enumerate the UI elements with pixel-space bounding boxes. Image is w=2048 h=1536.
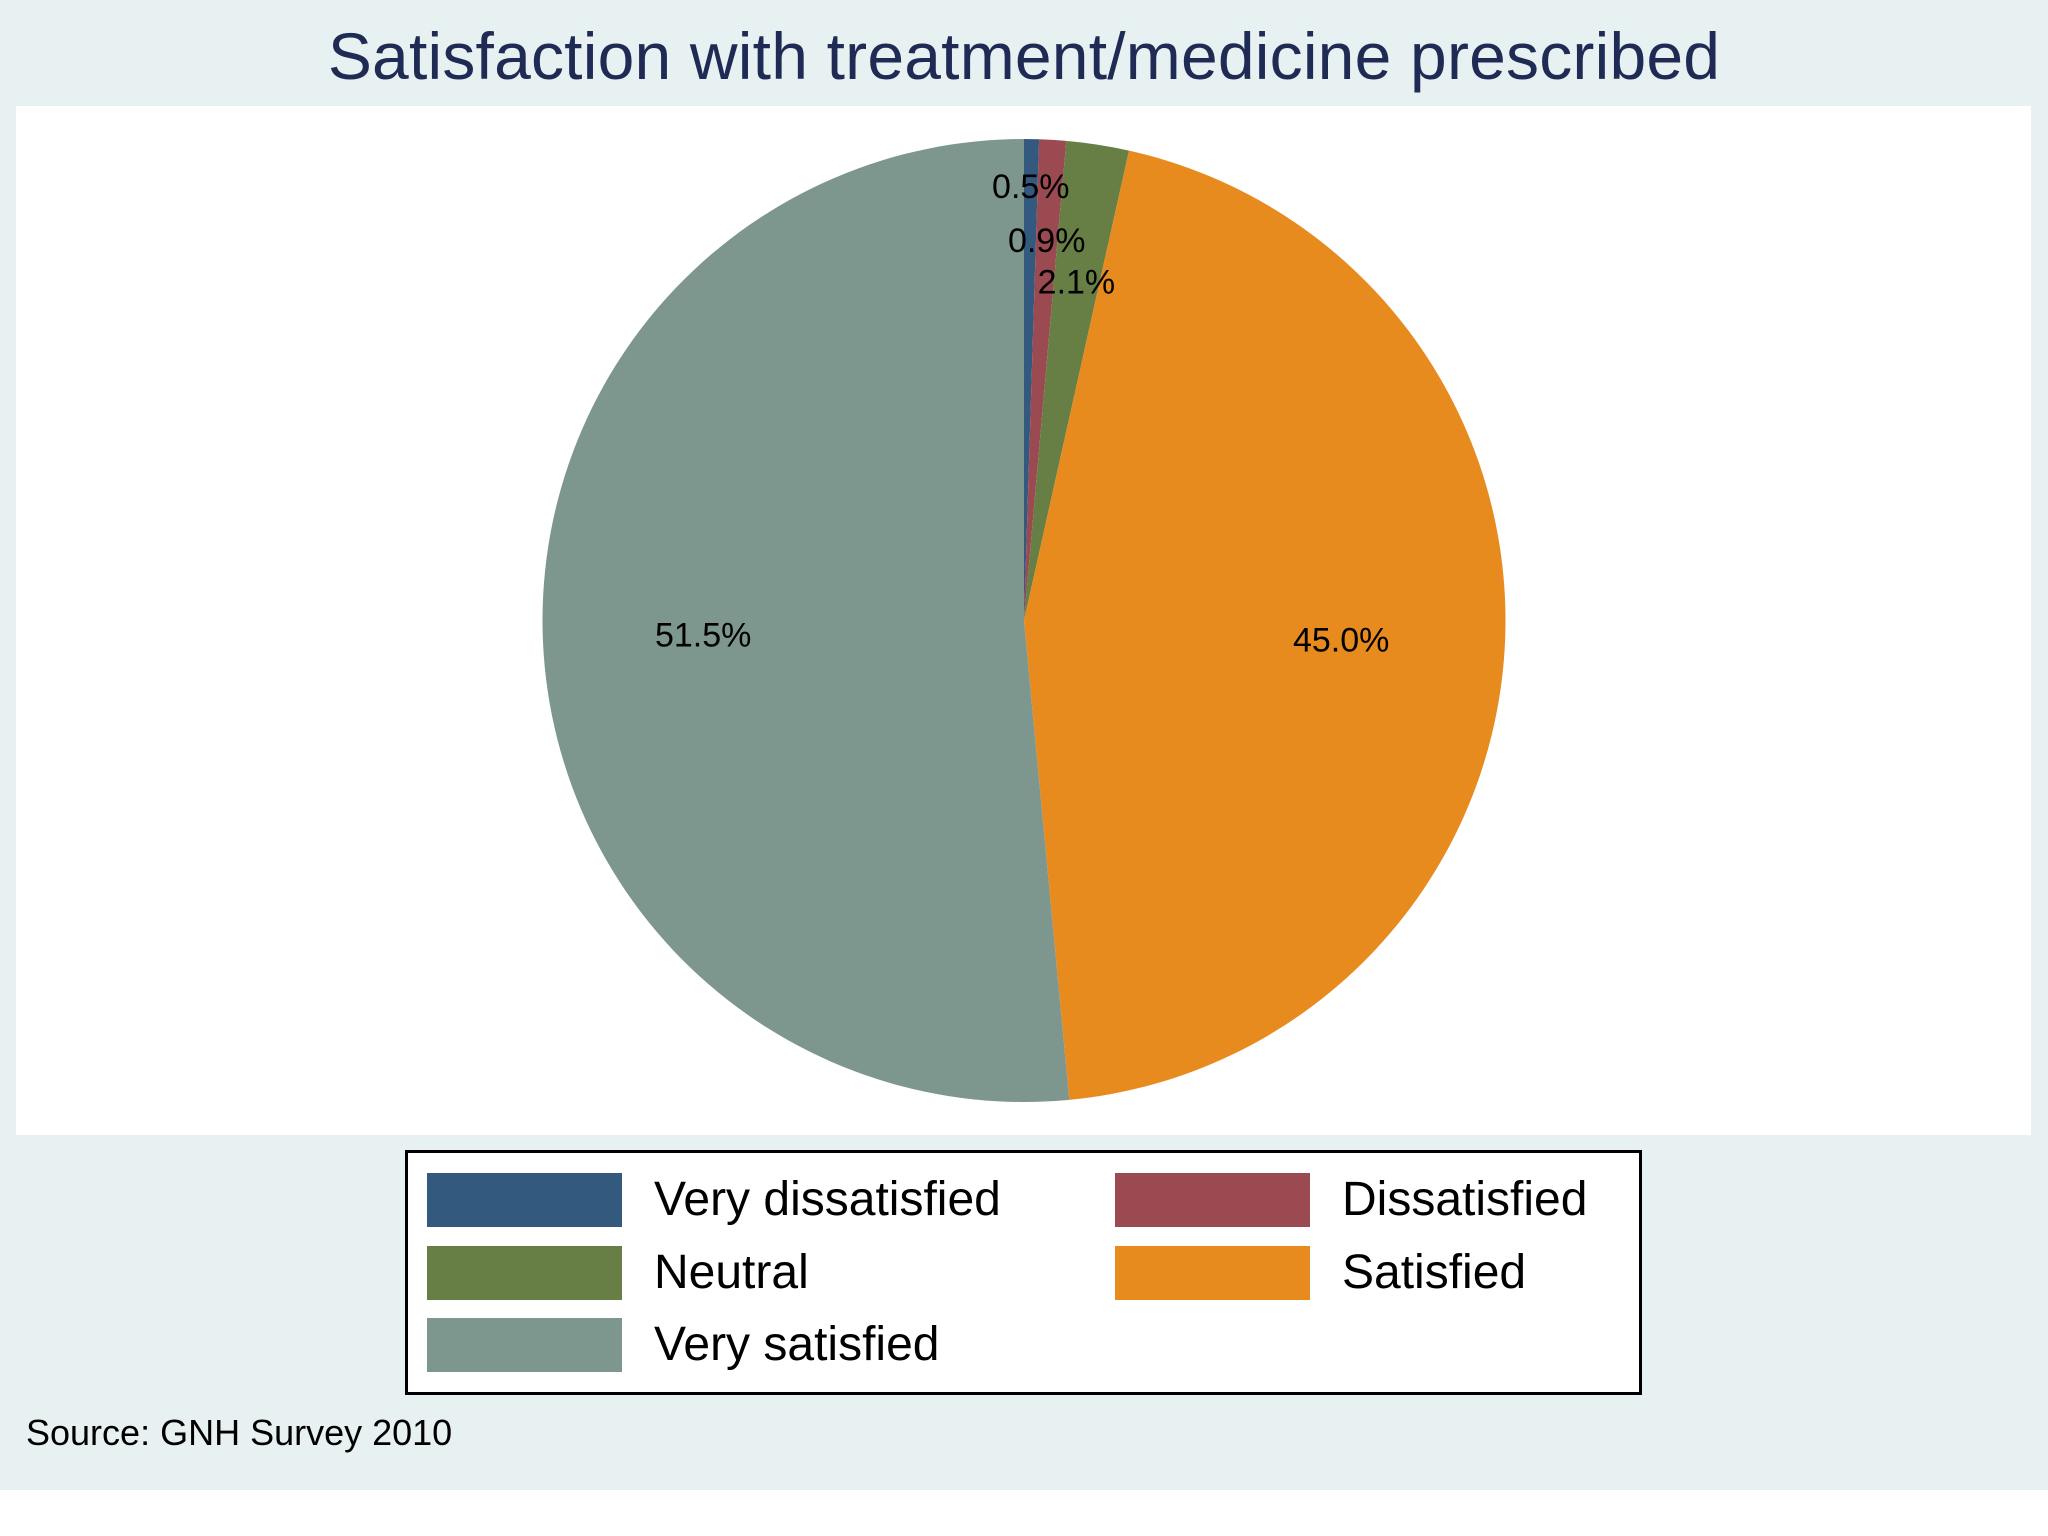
pie-slice-neutral [1024, 140, 1130, 621]
legend-item-very-dissatisfied: Very dissatisfied [427, 1173, 1001, 1227]
legend-swatch-dissatisfied [1115, 1173, 1310, 1227]
legend-label-very-satisfied: Very satisfied [654, 1318, 940, 1371]
pie-label-satisfied: 45.0% [1293, 621, 1389, 659]
legend-label-neutral: Neutral [654, 1246, 809, 1299]
pie-slice-satisfied [1024, 150, 1506, 1100]
legend-label-satisfied: Satisfied [1342, 1246, 1527, 1299]
pie-label-neutral: 2.1% [1038, 264, 1116, 302]
pie-label-very-satisfied: 51.5% [655, 617, 751, 655]
legend-swatch-very-dissatisfied [427, 1173, 622, 1227]
graph-region: Satisfaction with treatment/medicine pre… [0, 0, 2048, 1490]
source-note: Source: GNH Survey 2010 [26, 1412, 453, 1453]
legend-item-very-satisfied: Very satisfied [427, 1318, 939, 1372]
legend-item-dissatisfied: Dissatisfied [1115, 1173, 1587, 1227]
pie-slice-very-dissatisfied [1024, 139, 1040, 621]
chart-title: Satisfaction with treatment/medicine pre… [327, 19, 1721, 93]
legend-swatch-neutral [427, 1246, 622, 1300]
legend-swatch-very-satisfied [427, 1318, 622, 1372]
pie-slice-very-satisfied [542, 139, 1070, 1102]
legend: Very dissatisfied Dissatisfied Neutral S… [405, 1150, 1642, 1395]
pie-label-dissatisfied: 0.9% [1008, 222, 1086, 260]
pie-label-very-dissatisfied: 0.5% [992, 168, 1070, 206]
legend-item-neutral: Neutral [427, 1246, 809, 1300]
legend-label-very-dissatisfied: Very dissatisfied [654, 1173, 1001, 1226]
legend-swatch-satisfied [1115, 1246, 1310, 1300]
pie-slices [542, 139, 1506, 1102]
pie-slice-dissatisfied [1024, 139, 1067, 621]
legend-item-satisfied: Satisfied [1115, 1246, 1526, 1300]
legend-label-dissatisfied: Dissatisfied [1342, 1173, 1588, 1226]
pie-labels: 0.5% 0.9% 2.1% 45.0% 51.5% [655, 168, 1389, 659]
pie-chart: 0.5% 0.9% 2.1% 45.0% 51.5% [542, 139, 1506, 1102]
